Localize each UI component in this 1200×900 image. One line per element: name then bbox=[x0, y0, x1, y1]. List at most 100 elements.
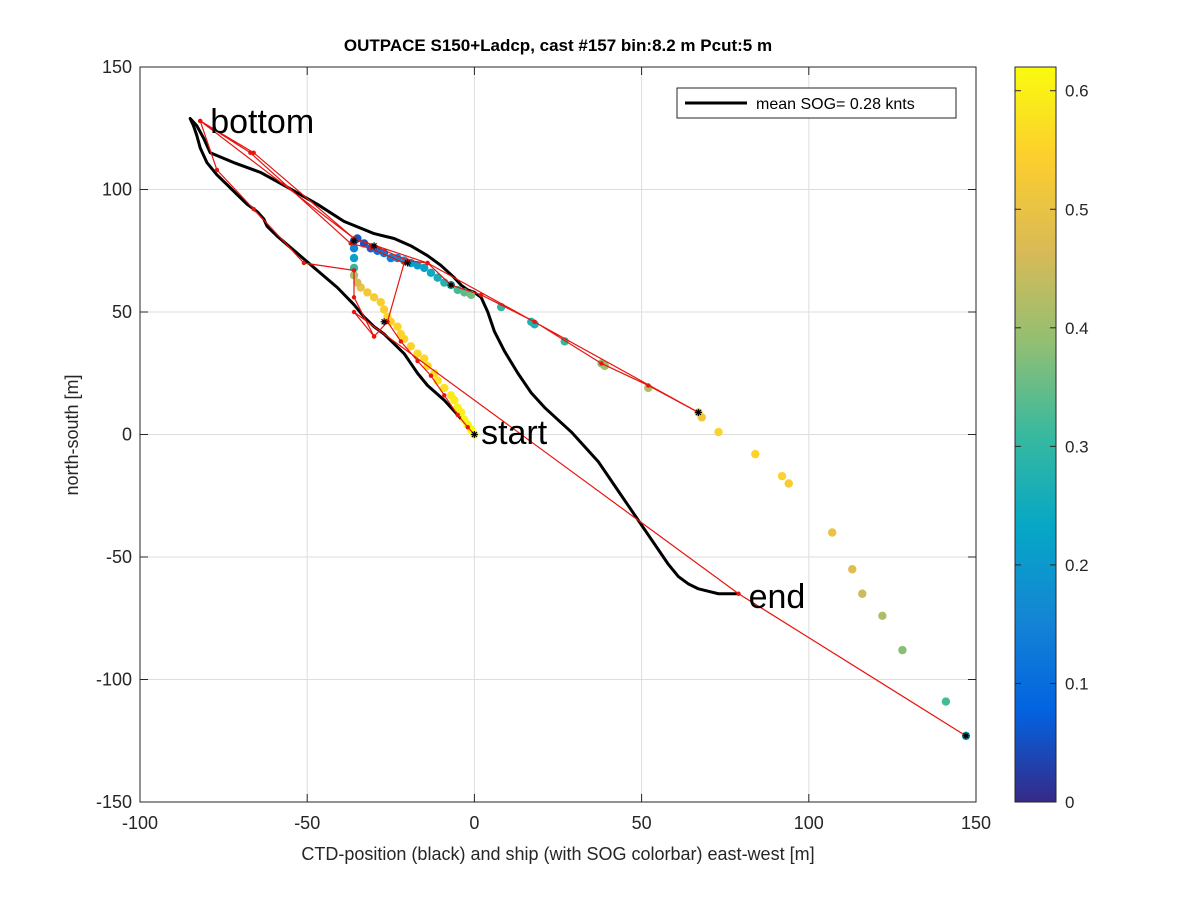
ship-track-point bbox=[348, 241, 353, 246]
sog-point bbox=[420, 354, 429, 363]
sog-point bbox=[353, 278, 362, 287]
sog-point bbox=[848, 565, 857, 574]
ship-track-point bbox=[371, 334, 377, 339]
annotation-start: start bbox=[481, 414, 548, 452]
sog-point bbox=[379, 305, 389, 314]
segment-marker bbox=[962, 732, 970, 740]
ship-track-point bbox=[455, 412, 460, 418]
colorbar-tick-label: 0.6 bbox=[1065, 82, 1089, 101]
sog-point bbox=[941, 697, 951, 706]
y-tick-label: 0 bbox=[122, 425, 132, 445]
ship-track-point bbox=[442, 393, 447, 398]
x-tick-label: -100 bbox=[122, 813, 158, 833]
marker-stroke bbox=[381, 318, 388, 325]
y-tick-label: -50 bbox=[106, 547, 132, 567]
sog-point bbox=[440, 383, 449, 393]
ship-track-point bbox=[425, 260, 430, 266]
ship-track-point bbox=[214, 167, 220, 173]
ship-track-point bbox=[478, 292, 484, 298]
ship-track-point bbox=[465, 424, 470, 430]
segment-marker bbox=[370, 242, 378, 250]
sog-point bbox=[349, 244, 359, 253]
sog-point bbox=[363, 288, 372, 297]
sog-point bbox=[878, 611, 887, 620]
colorbar-tick-label: 0.5 bbox=[1065, 200, 1089, 219]
segment-marker bbox=[380, 318, 388, 326]
sog-point bbox=[420, 263, 429, 273]
chart-title: OUTPACE S150+Ladcp, cast #157 bin:8.2 m … bbox=[344, 36, 772, 55]
annotation-bottom: bottom bbox=[210, 103, 314, 141]
sog-point bbox=[446, 391, 456, 400]
ship-track-point bbox=[415, 358, 420, 364]
ship-track-point bbox=[251, 206, 256, 212]
colorbar-ticks: 0 0.1 0.2 0.3 0.4 0.5 0.6 bbox=[1015, 82, 1089, 812]
ship-track-point bbox=[398, 339, 404, 344]
y-axis-label: north-south [m] bbox=[62, 374, 82, 495]
segment-marker bbox=[350, 237, 358, 245]
x-tick-label: 50 bbox=[632, 813, 652, 833]
y-tick-label: 100 bbox=[102, 180, 132, 200]
annotation-end: end bbox=[749, 578, 806, 616]
marker-stroke bbox=[963, 732, 969, 739]
colorbar-tick-label: 0.3 bbox=[1065, 437, 1089, 456]
ship-track-point bbox=[736, 591, 741, 596]
x-tick-label: 100 bbox=[794, 813, 824, 833]
x-axis-label: CTD-position (black) and ship (with SOG … bbox=[301, 844, 814, 864]
sog-point bbox=[751, 449, 760, 459]
ship-track-line bbox=[199, 119, 967, 737]
ship-track-point bbox=[197, 118, 203, 124]
legend: mean SOG= 0.28 knts bbox=[676, 87, 957, 119]
marker-stroke bbox=[448, 282, 454, 288]
ship-track-point bbox=[248, 150, 253, 155]
y-tick-label: -100 bbox=[96, 670, 132, 690]
sog-point bbox=[460, 415, 469, 424]
sog-point bbox=[376, 298, 385, 307]
marker-stroke bbox=[351, 238, 357, 244]
x-tick-label: 0 bbox=[469, 813, 479, 833]
ship-track-point bbox=[646, 383, 651, 388]
sog-point bbox=[433, 273, 442, 282]
colorbar-tick-label: 0.1 bbox=[1065, 674, 1089, 693]
sog-point bbox=[426, 268, 436, 277]
sog-point bbox=[369, 293, 379, 302]
colorbar-tick-label: 0.2 bbox=[1065, 556, 1089, 575]
ship-track-point bbox=[368, 246, 373, 251]
sog-point bbox=[413, 349, 422, 358]
sog-point bbox=[349, 253, 359, 263]
ship-track-point bbox=[351, 309, 357, 315]
sog-point bbox=[393, 253, 402, 263]
y-axis: -150 -100 -50 0 50 100 150 bbox=[96, 57, 976, 812]
segment-marker bbox=[470, 431, 478, 438]
ship-track-point bbox=[428, 373, 434, 378]
colorbar-tick-label: 0.4 bbox=[1065, 319, 1089, 338]
sog-point bbox=[697, 413, 706, 422]
ship-track-point bbox=[351, 295, 357, 300]
marker-stroke bbox=[371, 242, 378, 249]
y-tick-label: -150 bbox=[96, 792, 132, 812]
x-axis: -100 -50 0 50 100 150 bbox=[122, 67, 991, 833]
colorbar bbox=[1014, 66, 1057, 803]
x-tick-label: 150 bbox=[961, 813, 991, 833]
segment-marker bbox=[694, 408, 702, 416]
sog-point bbox=[453, 403, 462, 412]
legend-label: mean SOG= 0.28 knts bbox=[756, 96, 915, 113]
sog-point bbox=[393, 322, 402, 331]
marker-stroke bbox=[471, 431, 478, 438]
sog-point bbox=[406, 342, 416, 351]
marker-stroke bbox=[404, 260, 411, 266]
segment-marker bbox=[404, 259, 412, 267]
ship-track-point bbox=[532, 319, 537, 324]
y-tick-label: 50 bbox=[112, 302, 132, 322]
sog-point bbox=[777, 471, 787, 481]
segment-marker bbox=[447, 281, 455, 289]
sog-point bbox=[858, 589, 867, 598]
sog-point bbox=[714, 427, 723, 437]
marker-stroke bbox=[695, 409, 702, 416]
ship-track-point bbox=[301, 260, 307, 266]
sog-point bbox=[828, 528, 837, 537]
colorbar-tick-label: 0 bbox=[1065, 793, 1074, 812]
x-tick-label: -50 bbox=[294, 813, 320, 833]
annotations: bottom start end bbox=[210, 103, 805, 616]
sog-point bbox=[898, 645, 907, 655]
